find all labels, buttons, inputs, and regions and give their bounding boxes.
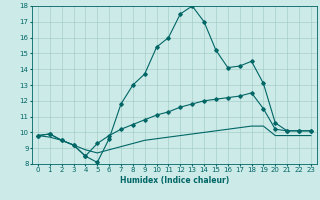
X-axis label: Humidex (Indice chaleur): Humidex (Indice chaleur) <box>120 176 229 185</box>
